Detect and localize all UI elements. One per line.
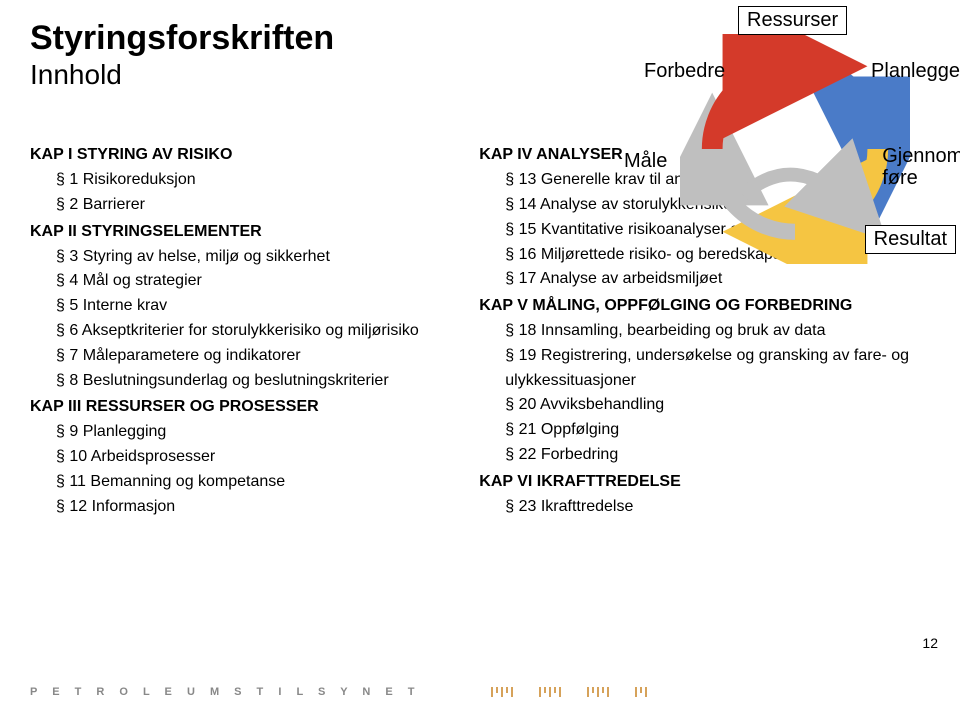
section-item: § 3 Styring av helse, miljø og sikkerhet — [30, 245, 459, 270]
section-item: § 20 Avviksbehandling — [479, 393, 930, 418]
section-item: § 5 Interne krav — [30, 294, 459, 319]
page-number: 12 — [922, 635, 938, 651]
section-item: § 1 Risikoreduksjon — [30, 168, 459, 193]
chapter-heading: KAP III RESSURSER OG PROSESSER — [30, 395, 459, 420]
chapter-heading: KAP II STYRINGSELEMENTER — [30, 220, 459, 245]
section-item: § 9 Planlegging — [30, 420, 459, 445]
section-item: § 23 Ikrafttredelse — [479, 495, 930, 520]
section-item: § 21 Oppfølging — [479, 418, 930, 443]
footer-ticks-icon — [451, 687, 930, 697]
slide: Styringsforskriften Innhold — [0, 0, 960, 711]
section-item: § 12 Informasjon — [30, 495, 459, 520]
cycle-label-top: Ressurser — [738, 6, 847, 35]
section-item: § 2 Barrierer — [30, 193, 459, 218]
cycle-label-bottom: Resultat — [865, 225, 956, 254]
section-item: § 19 Registrering, undersøkelse og grans… — [479, 344, 930, 394]
chapter-heading: KAP VI IKRAFTTREDELSE — [479, 470, 930, 495]
section-item: § 7 Måleparametere og indikatorer — [30, 344, 459, 369]
footer: P E T R O L E U M S T I L S Y N E T — [0, 673, 960, 711]
cycle-label-left-lower: Måle — [624, 150, 667, 173]
section-item: § 4 Mål og strategier — [30, 269, 459, 294]
section-item: § 22 Forbedring — [479, 443, 930, 468]
cycle-label-right-lower: Gjennom- føre — [882, 145, 960, 189]
brand-text: P E T R O L E U M S T I L S Y N E T — [30, 686, 421, 698]
cycle-label-right: Planlegge — [871, 60, 960, 83]
cycle-label-left: Forbedre — [644, 60, 725, 83]
section-item: § 6 Akseptkriterier for storulykkerisiko… — [30, 319, 459, 344]
section-item: § 10 Arbeidsprosesser — [30, 445, 459, 470]
cycle-diagram: Ressurser Forbedre Planlegge Måle Gjenno… — [650, 0, 940, 340]
chapter-heading: KAP I STYRING AV RISIKO — [30, 143, 459, 168]
section-item: § 11 Bemanning og kompetanse — [30, 470, 459, 495]
section-item: § 8 Beslutningsunderlag og beslutningskr… — [30, 369, 459, 394]
left-column: KAP I STYRING AV RISIKO§ 1 Risikoreduksj… — [30, 141, 459, 519]
